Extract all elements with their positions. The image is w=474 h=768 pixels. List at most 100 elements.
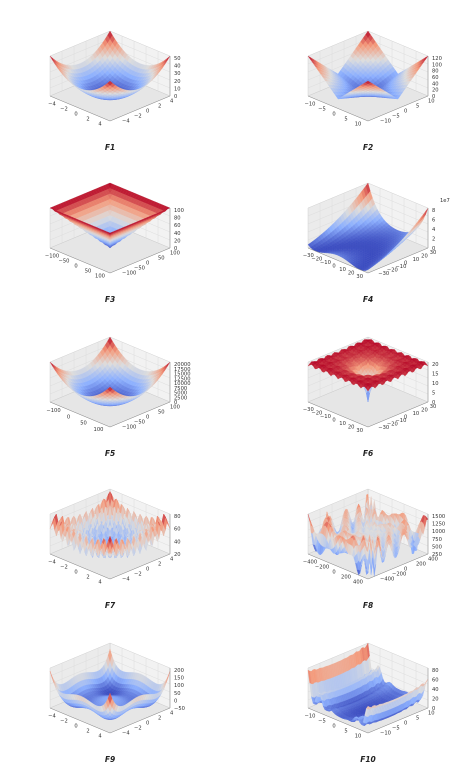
y-tick-label: 200 — [416, 562, 426, 568]
z-tick-label: 6 — [432, 218, 435, 224]
x-tick-label: 5 — [344, 729, 347, 735]
z-tick-label: 80 — [174, 514, 181, 520]
z-tick-label: 750 — [432, 537, 442, 543]
z-tick-label: 20 — [432, 362, 439, 368]
y-tick-label: 2 — [158, 716, 161, 722]
x-tick-label: −10 — [305, 714, 316, 720]
surface-plot — [49, 336, 171, 407]
z-tick-label: 250 — [432, 552, 442, 558]
x-tick-label: −50 — [59, 259, 70, 265]
z-tick-label: 1500 — [432, 514, 445, 520]
z-tick-label: 100 — [432, 62, 442, 68]
x-tick-label: −30 — [303, 407, 314, 413]
z-tick-label: 20 — [174, 238, 181, 244]
x-tick-label: 50 — [85, 269, 92, 275]
z-tick-label: 40 — [174, 539, 181, 545]
surface-plot — [307, 493, 429, 577]
x-tick-label: −2 — [60, 565, 68, 571]
z-tick-label: 20 — [432, 88, 439, 94]
z-tick-label: 8 — [432, 208, 435, 214]
y-tick-label: −30 — [378, 271, 389, 277]
y-tick-label: 400 — [428, 557, 438, 563]
x-tick-label: 0 — [74, 724, 77, 730]
x-tick-label: −10 — [305, 102, 316, 108]
panel-title: F9 — [105, 755, 115, 764]
x-tick-label: 100 — [95, 274, 105, 280]
surface-plot — [49, 491, 171, 559]
y-tick-label: 0 — [146, 721, 149, 727]
panel-title: F6 — [363, 449, 373, 458]
x-tick-label: 0 — [74, 112, 77, 118]
y-tick-label: −5 — [392, 726, 400, 732]
x-tick-label: 200 — [341, 575, 351, 581]
x-tick-label: 0 — [67, 414, 70, 420]
y-tick-label: 20 — [421, 407, 428, 413]
z-tick-label: 20 — [174, 552, 181, 558]
x-tick-label: −100 — [46, 408, 60, 414]
z-tick-label: 0 — [432, 94, 435, 100]
x-tick-label: 30 — [356, 274, 363, 280]
y-tick-label: 30 — [430, 250, 437, 256]
y-tick-label: 5 — [416, 716, 419, 722]
y-tick-label: 100 — [170, 405, 180, 411]
x-tick-label: 0 — [332, 570, 335, 576]
x-tick-label: 2 — [86, 117, 89, 123]
z-tick-label: 10000 — [174, 381, 191, 387]
panel-title: F2 — [363, 143, 373, 152]
z-tick-label: 60 — [432, 75, 439, 81]
x-tick-label: 0 — [332, 264, 335, 270]
panel-title: F8 — [363, 601, 373, 610]
z-tick-label: 0 — [174, 698, 177, 704]
z-tick-label: 60 — [174, 527, 181, 533]
z-tick-label: 0 — [432, 246, 435, 252]
z-tick-label: −50 — [174, 706, 185, 712]
panel-title: F3 — [105, 295, 115, 304]
z-tick-label: 80 — [432, 69, 439, 75]
surface-plot — [307, 182, 429, 271]
surface-plot — [307, 339, 429, 403]
x-tick-label: 0 — [74, 264, 77, 270]
y-tick-label: −10 — [395, 418, 406, 424]
z-tick-label: 15 — [432, 372, 439, 378]
z-tick-label: 0 — [432, 706, 435, 712]
surface-plot — [49, 182, 171, 249]
y-tick-label: 5 — [416, 104, 419, 110]
y-tick-label: −4 — [122, 119, 130, 125]
y-tick-label: −100 — [122, 425, 136, 431]
y-tick-label: 4 — [170, 99, 174, 105]
y-tick-label: 0 — [146, 415, 149, 421]
y-tick-label: 0 — [404, 567, 407, 573]
y-tick-label: 0 — [146, 567, 149, 573]
z-tick-label: 0 — [174, 400, 177, 406]
y-tick-label: −10 — [380, 119, 391, 125]
y-tick-label: −2 — [134, 114, 142, 120]
x-tick-label: 100 — [94, 427, 104, 433]
z-tick-label: 50 — [174, 56, 181, 62]
y-tick-label: −50 — [134, 266, 145, 272]
z-tick-label: 40 — [174, 231, 181, 237]
x-tick-label: 4 — [98, 122, 102, 128]
y-tick-label: −20 — [387, 422, 398, 428]
x-tick-label: 10 — [355, 122, 362, 128]
z-tick-label: 1250 — [432, 522, 445, 528]
y-tick-label: 4 — [170, 557, 174, 563]
z-tick-label: 2 — [432, 237, 435, 243]
y-tick-label: 2 — [158, 562, 161, 568]
z-tick-label: 7500 — [174, 386, 187, 392]
x-tick-label: 0 — [332, 418, 335, 424]
y-tick-label: 0 — [404, 721, 407, 727]
x-tick-label: −20 — [311, 256, 322, 262]
y-tick-label: −400 — [380, 577, 394, 583]
x-tick-label: 10 — [339, 267, 346, 273]
x-tick-label: 4 — [98, 734, 102, 740]
z-tick-label: 10 — [432, 381, 439, 387]
y-tick-label: 10 — [413, 411, 420, 417]
x-tick-label: 30 — [356, 428, 363, 434]
y-tick-label: 20 — [421, 253, 428, 259]
z-tick-label: 80 — [432, 668, 439, 674]
z-tick-label: 0 — [174, 246, 177, 252]
y-tick-label: 30 — [430, 404, 437, 410]
